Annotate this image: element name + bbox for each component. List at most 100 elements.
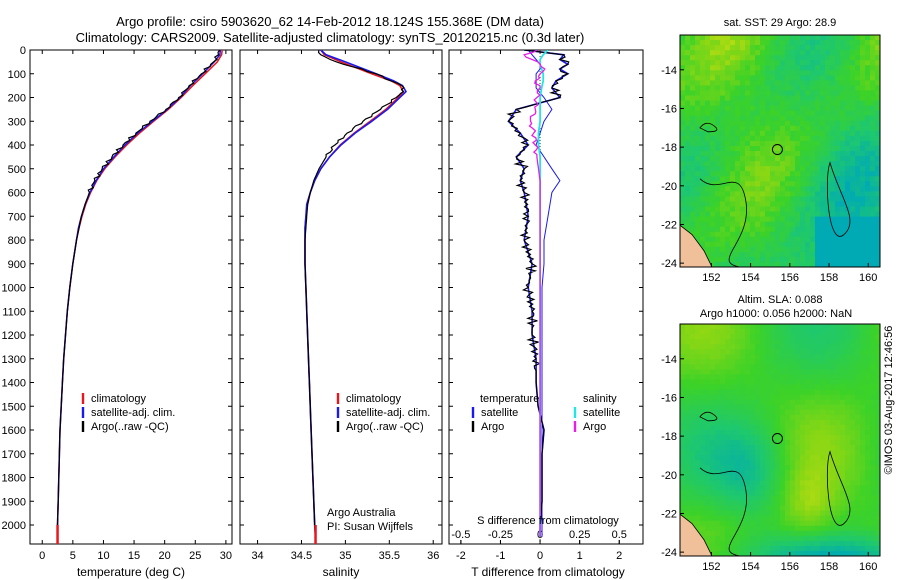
sla-map-cell (810, 510, 816, 517)
sst-map-cell (700, 75, 706, 81)
sla-map-cell (720, 460, 726, 466)
sst-map-cell (700, 40, 706, 46)
sla-map-cell (750, 450, 756, 456)
sst-map-cell (730, 251, 736, 258)
sla-map-cell (730, 359, 736, 365)
sla-map-cell (680, 384, 686, 391)
sst-map-cell (790, 246, 796, 253)
sst-map-cell (785, 176, 791, 182)
sst-map-cell (875, 90, 880, 97)
sla-map-cell (765, 545, 771, 552)
sst-map-cell (790, 171, 796, 177)
sla-map-cell (740, 480, 746, 486)
sla-map-cell (820, 374, 826, 381)
sla-map-cell (750, 505, 756, 512)
sst-map-cell (755, 151, 761, 157)
sla-map-cell (795, 394, 801, 401)
sst-map-cell (850, 246, 856, 253)
sla-map-cell (710, 329, 716, 335)
sla-map-cell (750, 490, 756, 497)
sla-map-cell (850, 445, 856, 451)
sla-map-cell (810, 500, 816, 507)
sst-map-cell (785, 236, 791, 243)
sst-map-cell (855, 256, 861, 263)
sla-map-cell (710, 334, 716, 340)
sst-map-cell (755, 221, 761, 228)
sst-map-cell (795, 90, 801, 97)
sst-map-cell (740, 140, 746, 147)
sst-map-cell (875, 226, 880, 233)
sla-map-cell (780, 399, 786, 406)
sla-map-cell (835, 424, 841, 431)
sst-map-cell (800, 236, 806, 243)
sla-map-cell (735, 500, 741, 507)
sst-map-cell (840, 236, 846, 243)
sst-map-cell (860, 236, 866, 243)
sst-map-cell (760, 166, 766, 172)
sst-map-cell (715, 120, 721, 127)
sst-map-cell (765, 231, 771, 238)
sla-map-cell (760, 470, 766, 476)
sla-map-cell (815, 369, 821, 376)
sla-map-cell (860, 545, 866, 552)
sst-map-cell (705, 216, 711, 223)
sst-map-cell (870, 246, 876, 253)
difference-s-xlabel: S difference from climatology (477, 515, 619, 527)
sla-map-cell (810, 424, 816, 431)
sla-map-cell (820, 480, 826, 486)
sst-map-cell (685, 171, 691, 177)
sst-map-cell (760, 145, 766, 152)
sla-map-cell (750, 399, 756, 406)
sla-map-cell (870, 535, 876, 542)
sst-map-cell (765, 45, 771, 51)
sla-map-cell (830, 455, 836, 461)
sla-map-cell (715, 359, 721, 365)
sla-map-cell (830, 349, 836, 355)
sla-map-cell (715, 460, 721, 466)
sla-map-cell (715, 419, 721, 426)
sst-map-cell (735, 80, 741, 87)
salinity-xtick-label: 34.5 (291, 550, 312, 562)
sla-map-cell (745, 520, 751, 527)
sla-map-cell (795, 490, 801, 497)
sst-map-cell (710, 251, 716, 258)
sst-map-cell (700, 65, 706, 71)
sst-map-cell (690, 161, 696, 167)
sla-map-cell (715, 475, 721, 481)
sst-map-cell (760, 85, 766, 92)
sst-map-cell (725, 261, 731, 267)
sla-map-cell (795, 379, 801, 386)
sst-map-cell (850, 201, 856, 208)
sst-map-cell (790, 60, 796, 66)
sst-map-cell (730, 196, 736, 203)
sst-map-cell (750, 135, 756, 142)
sst-map-cell (695, 125, 701, 132)
sst-map-cell (695, 211, 701, 218)
sla-map-cell (845, 394, 851, 401)
sla-map-cell (755, 414, 761, 421)
sst-map-cell (830, 226, 836, 233)
sla-map-cell (855, 334, 861, 340)
sst-map-cell (800, 35, 806, 41)
sst-map-cell (865, 226, 871, 233)
sst-map-cell (780, 186, 786, 192)
sla-map-cell (810, 359, 816, 365)
sla-map-cell (820, 334, 826, 340)
sla-map-cell (865, 419, 871, 426)
sst-map-cell (815, 100, 821, 107)
sla-map-cell (805, 334, 811, 340)
sla-map-cell (715, 450, 721, 456)
sla-map-cell (840, 450, 846, 456)
sst-map-cell (810, 161, 816, 167)
sst-map-cell (790, 236, 796, 243)
difference-legend-label: Argo (481, 421, 504, 433)
sla-map-cell (835, 334, 841, 340)
sst-map-cell (835, 50, 841, 56)
sla-map-cell (750, 384, 756, 391)
sst-map-cell (730, 236, 736, 243)
sst-map-cell (865, 176, 871, 182)
sla-map-cell (860, 505, 866, 512)
sla-map-cell (850, 344, 856, 350)
sst-map-cell (815, 110, 821, 117)
sla-map-cell (870, 475, 876, 481)
